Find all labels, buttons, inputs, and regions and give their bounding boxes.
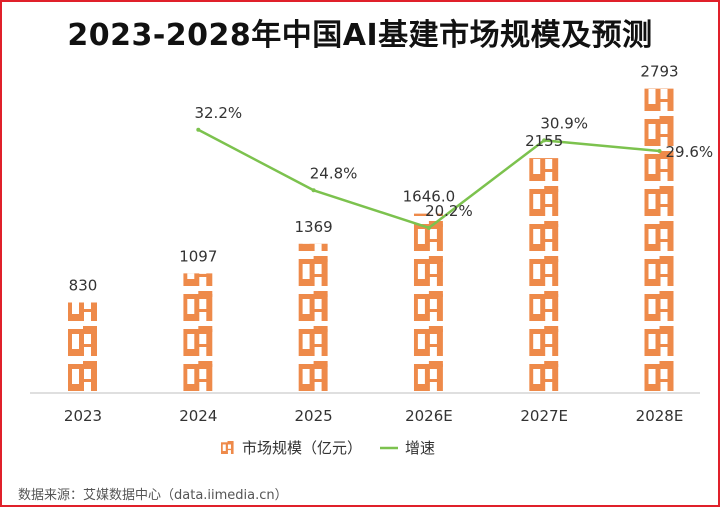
growth-label: 24.8% [310,164,358,182]
bar-value-label: 2793 [640,63,678,81]
x-tick-label: 2024 [179,407,217,425]
growth-point [311,188,316,193]
legend-swatch-bar [221,441,234,454]
growth-label: 29.6% [666,143,714,161]
chart-title: 2023-2028年中国AI基建市场规模及预测 [67,18,653,53]
bar [644,88,674,391]
x-tick-label: 2025 [295,407,333,425]
growth-point [542,138,547,143]
bar-value-label: 2155 [525,132,563,150]
bar [183,273,213,391]
bar [298,243,328,391]
bar-value-label: 1097 [179,247,217,265]
growth-label: 30.9% [540,114,588,132]
bar-value-label: 1369 [295,218,333,236]
x-tick-label: 2027E [520,407,568,425]
bar-value-label: 1646.0 [403,188,456,206]
growth-point [196,127,201,132]
growth-label: 20.2% [425,202,473,220]
x-tick-label: 2026E [405,407,453,425]
growth-point [426,225,431,230]
legend-label-line: 增速 [405,439,435,457]
growth-point [657,149,662,154]
bar [529,158,559,391]
source-note: 数据来源：艾媒数据中心（data.iimedia.cn） [18,488,288,503]
x-tick-label: 2023 [64,407,102,425]
legend: 市场规模（亿元） 增速 [221,439,435,457]
growth-label: 32.2% [194,104,242,122]
x-tick-label: 2028E [636,407,684,425]
bar-value-label: 830 [69,277,98,295]
legend-label-bar: 市场规模（亿元） [242,439,362,457]
bar [68,302,97,391]
